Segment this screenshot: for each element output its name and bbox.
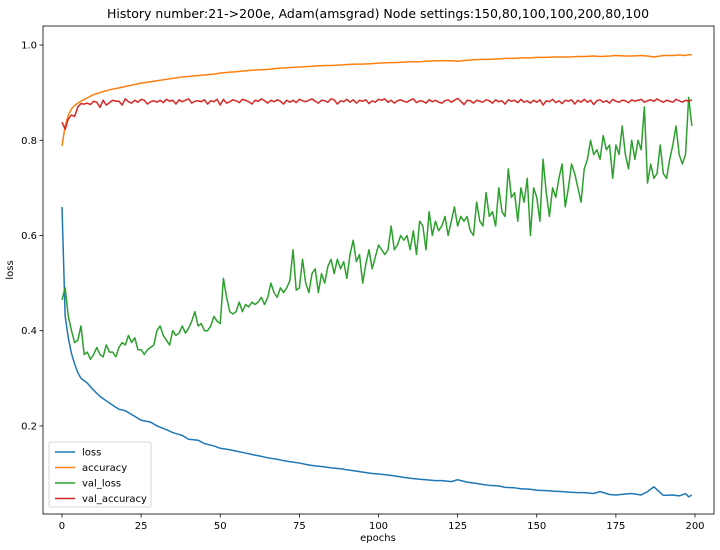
x-axis: 0 25 50 75 100 125 150 175 200: [59, 514, 705, 532]
x-tick-label: 50: [214, 521, 227, 532]
legend-label: val_accuracy: [82, 494, 147, 505]
series-line-val-accuracy: [61, 97, 693, 131]
y-tick-label: 0.6: [21, 231, 37, 242]
x-tick-label: 100: [369, 521, 388, 532]
series-lines: [61, 53, 693, 498]
x-tick-label: 75: [293, 521, 306, 532]
y-tick-label: 0.8: [21, 136, 37, 147]
plot-area: [42, 25, 715, 515]
series-line-loss: [61, 206, 693, 498]
y-axis-label: loss: [5, 260, 16, 279]
x-tick-label: 150: [527, 521, 546, 532]
chart-title: History number:21->200e, Adam(amsgrad) N…: [107, 6, 649, 21]
legend-box: [48, 441, 152, 508]
legend-label: val_loss: [82, 479, 121, 490]
y-tick-label: 0.2: [21, 421, 37, 432]
y-tick-label: 0.4: [21, 326, 37, 337]
y-tick-label: 1.0: [21, 41, 37, 52]
legend: loss accuracy val_loss val_accuracy: [48, 441, 152, 508]
series-line-val-loss: [61, 96, 693, 361]
x-tick-label: 200: [685, 521, 704, 532]
legend-label: loss: [82, 448, 101, 459]
series-line-accuracy: [61, 53, 692, 147]
x-tick-label: 0: [59, 521, 65, 532]
x-tick-label: 125: [448, 521, 467, 532]
x-axis-label: epochs: [360, 533, 396, 544]
legend-label: accuracy: [82, 463, 127, 474]
x-tick-label: 25: [135, 521, 148, 532]
x-tick-label: 175: [606, 521, 625, 532]
y-axis: 0.2 0.4 0.6 0.8 1.0: [21, 41, 43, 432]
